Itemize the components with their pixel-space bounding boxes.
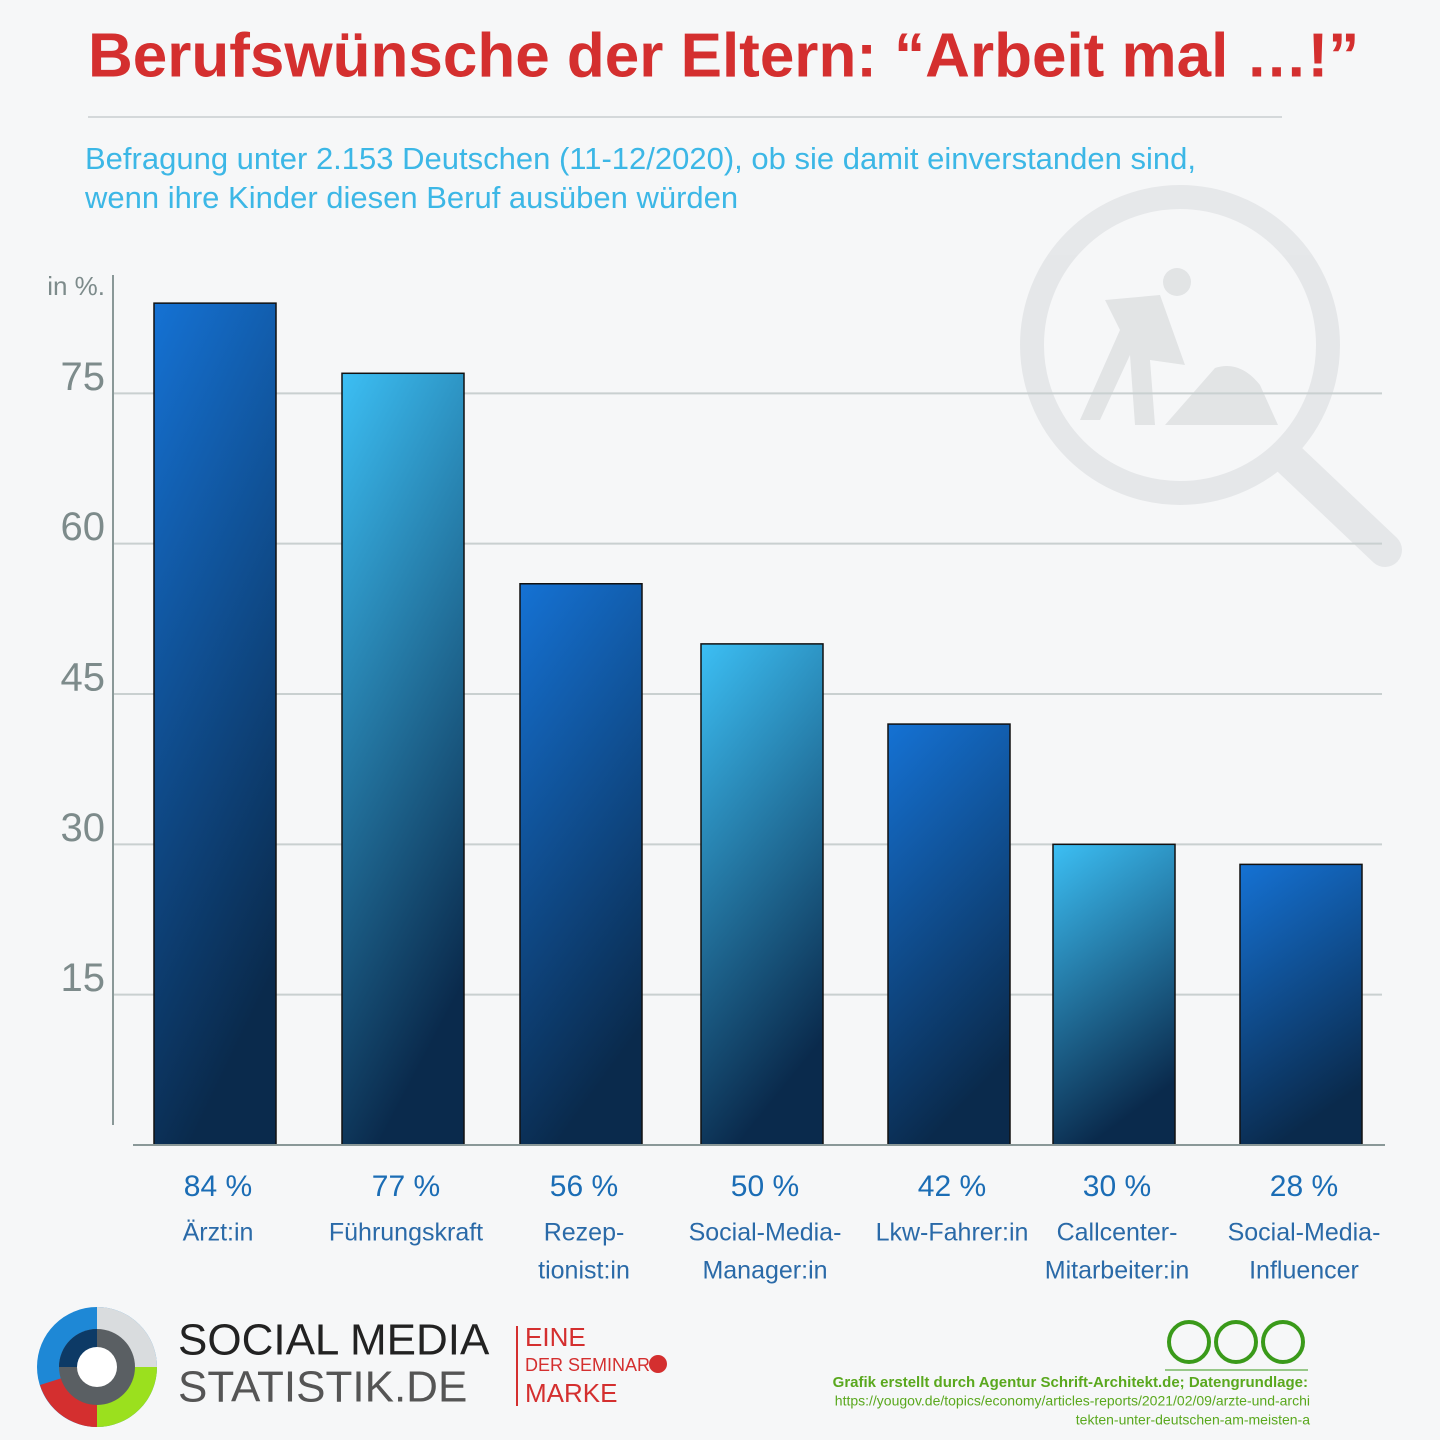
seminar-brand: MARKE [525, 1378, 617, 1408]
brand-name: SOCIAL MEDIA [178, 1316, 490, 1365]
x-tick-label: Manager:in [702, 1257, 827, 1285]
x-tick-label: Influencer [1249, 1257, 1359, 1285]
source: tekten-unter-deutschen-am-meisten-a [1076, 1412, 1310, 1428]
value-label: 28 % [1270, 1170, 1338, 1203]
x-tick-label: Lkw-Fahrer:in [876, 1219, 1029, 1247]
y-unit: in %. [47, 271, 105, 301]
logo-icon [37, 1307, 157, 1427]
x-tick-label: Ärzt:in [183, 1219, 254, 1247]
x-tick-label: Callcenter- [1057, 1219, 1178, 1247]
value-label: 56 % [550, 1170, 618, 1203]
value-label: 77 % [372, 1170, 440, 1203]
bar [700, 643, 824, 1146]
bar [1052, 843, 1176, 1146]
y-tick-label: 75 [61, 355, 106, 399]
value-label: 42 % [918, 1170, 986, 1203]
x-tick-label: Mitarbeiter:in [1045, 1257, 1190, 1285]
y-tick-label: 45 [61, 656, 106, 700]
chart-title: Berufswünsche der Eltern: “Arbeit mal …!… [88, 21, 1359, 90]
value-label: 30 % [1083, 1170, 1151, 1203]
x-tick-label: Social-Media- [1228, 1219, 1381, 1247]
seminar-brand: DER SEMINAR [525, 1355, 650, 1375]
plot-area: 15 30 45 60 75 84 % Ärzt:in 77 % Führungskraft 56… [61, 302, 1382, 1285]
y-tick-label: 30 [61, 806, 106, 850]
brand-name: STATISTIK.DE [178, 1363, 467, 1412]
y-tick-label: 60 [61, 505, 106, 549]
bar [153, 302, 277, 1146]
source: https://yougov.de/topics/economy/article… [835, 1393, 1310, 1409]
credit: Grafik erstellt durch Agentur Schrift-Ar… [833, 1374, 1308, 1391]
seminar-brand: EINE [525, 1322, 586, 1352]
x-tick-label: Führungskraft [329, 1219, 483, 1247]
value-label: 84 % [184, 1170, 252, 1203]
bar [1239, 863, 1363, 1146]
subtitle: Befragung unter 2.153 Deutschen (11-12/2… [85, 141, 1196, 176]
x-tick-label: Social-Media- [689, 1219, 842, 1247]
bar [341, 372, 465, 1146]
x-tick-label: tionist:in [538, 1257, 630, 1285]
bar [887, 723, 1011, 1146]
license-icons [1165, 1320, 1308, 1371]
seminar-dot [649, 1355, 667, 1373]
value-label: 50 % [731, 1170, 799, 1203]
bar [519, 583, 643, 1146]
subtitle: wenn ihre Kinder diesen Beruf ausüben wü… [84, 180, 738, 215]
x-tick-label: Rezep- [544, 1219, 625, 1247]
y-tick-label: 15 [61, 956, 106, 1000]
